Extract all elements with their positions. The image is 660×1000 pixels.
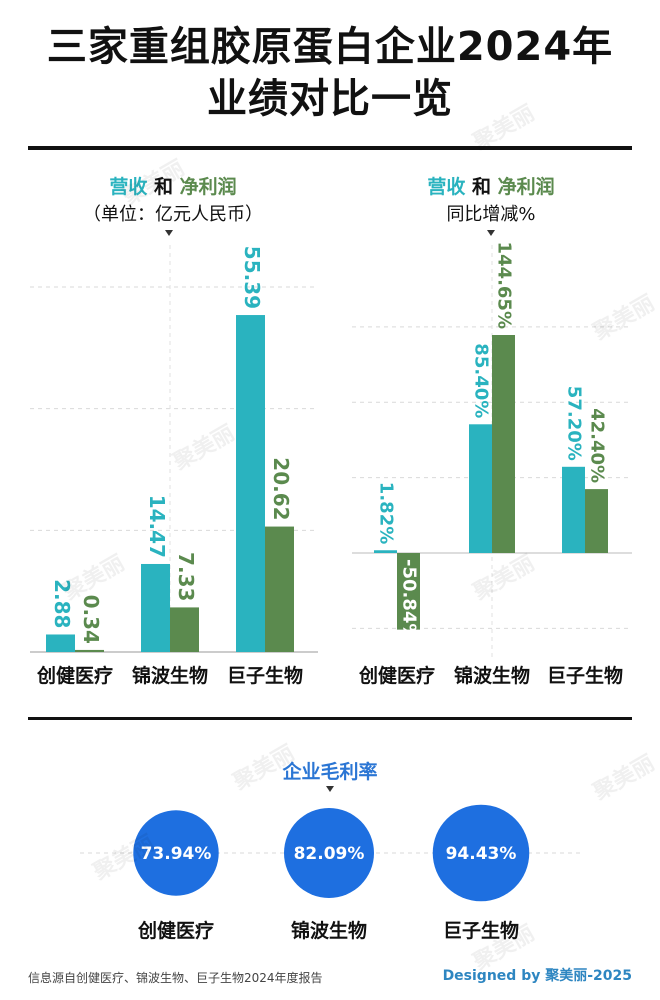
right-legend-pointer — [487, 230, 495, 236]
margin-label: 94.43% — [446, 844, 517, 864]
data-label: 57.20% — [564, 386, 585, 461]
x-tick-label: 巨子生物 — [443, 919, 519, 942]
bar-profit — [75, 649, 104, 652]
legend-profit: 净利润 — [179, 176, 237, 198]
data-label: -50.84% — [399, 559, 420, 641]
bar-profit — [585, 489, 608, 553]
bar-revenue — [141, 563, 170, 652]
x-tick-label: 巨子生物 — [227, 664, 303, 687]
left-chart-unit: （单位：亿元人民币） — [83, 204, 263, 225]
bar-profit — [170, 607, 199, 652]
source-note: 信息源自创健医疗、锦波生物、巨子生物2024年度报告 — [28, 971, 323, 985]
data-label: 55.39 — [240, 246, 264, 309]
gross-margin-title: 企业毛利率 — [282, 761, 378, 783]
bar-profit — [265, 526, 294, 652]
legend-and: 和 — [471, 176, 491, 198]
section-divider — [28, 717, 632, 720]
x-tick-label: 创健医疗 — [36, 664, 113, 687]
margin-bubble — [432, 804, 530, 902]
x-tick-label: 锦波生物 — [132, 664, 208, 687]
right-chart-legend: 营收 和 净利润 — [346, 172, 636, 199]
bar-revenue — [562, 466, 585, 553]
gross-margin-pointer — [326, 786, 334, 792]
bar-revenue — [374, 550, 397, 553]
page-title-line1: 三家重组胶原蛋白企业2024年 — [46, 24, 614, 70]
page-title-line2: 业绩对比一览 — [207, 76, 453, 122]
bar-revenue — [236, 315, 265, 652]
data-label: 20.62 — [269, 457, 293, 520]
data-label: 1.82% — [376, 482, 397, 544]
data-label: 7.33 — [174, 552, 198, 601]
bar-revenue — [46, 634, 75, 652]
legend-and: 和 — [153, 176, 173, 198]
legend-revenue: 营收 — [109, 176, 148, 198]
left-chart-legend: 营收 和 净利润 — [28, 172, 318, 199]
x-tick-label: 巨子生物 — [547, 664, 623, 687]
x-tick-label: 锦波生物 — [454, 664, 530, 687]
margin-label: 73.94% — [141, 844, 212, 864]
data-label: 144.65% — [494, 242, 515, 330]
margin-label: 82.09% — [294, 844, 365, 864]
data-label: 42.40% — [587, 408, 608, 483]
bar-profit — [492, 335, 515, 553]
x-tick-label: 锦波生物 — [291, 919, 367, 942]
data-label: 0.34 — [79, 595, 103, 644]
margin-bubble — [133, 810, 219, 896]
data-label: 2.88 — [50, 579, 74, 628]
bar-revenue — [469, 424, 492, 553]
right-chart-subtitle: 同比增减% — [446, 204, 536, 225]
data-label: 85.40% — [471, 343, 492, 418]
title-divider — [28, 146, 632, 150]
bar-profit — [397, 553, 420, 630]
designed-by: Designed by 聚美丽-2025 — [442, 968, 632, 984]
margin-bubble — [284, 808, 374, 898]
legend-revenue: 营收 — [427, 176, 466, 198]
left-legend-pointer — [165, 230, 173, 236]
x-tick-label: 创健医疗 — [358, 664, 435, 687]
data-label: 14.47 — [145, 495, 169, 558]
x-tick-label: 创健医疗 — [137, 919, 214, 942]
legend-profit: 净利润 — [497, 176, 555, 198]
